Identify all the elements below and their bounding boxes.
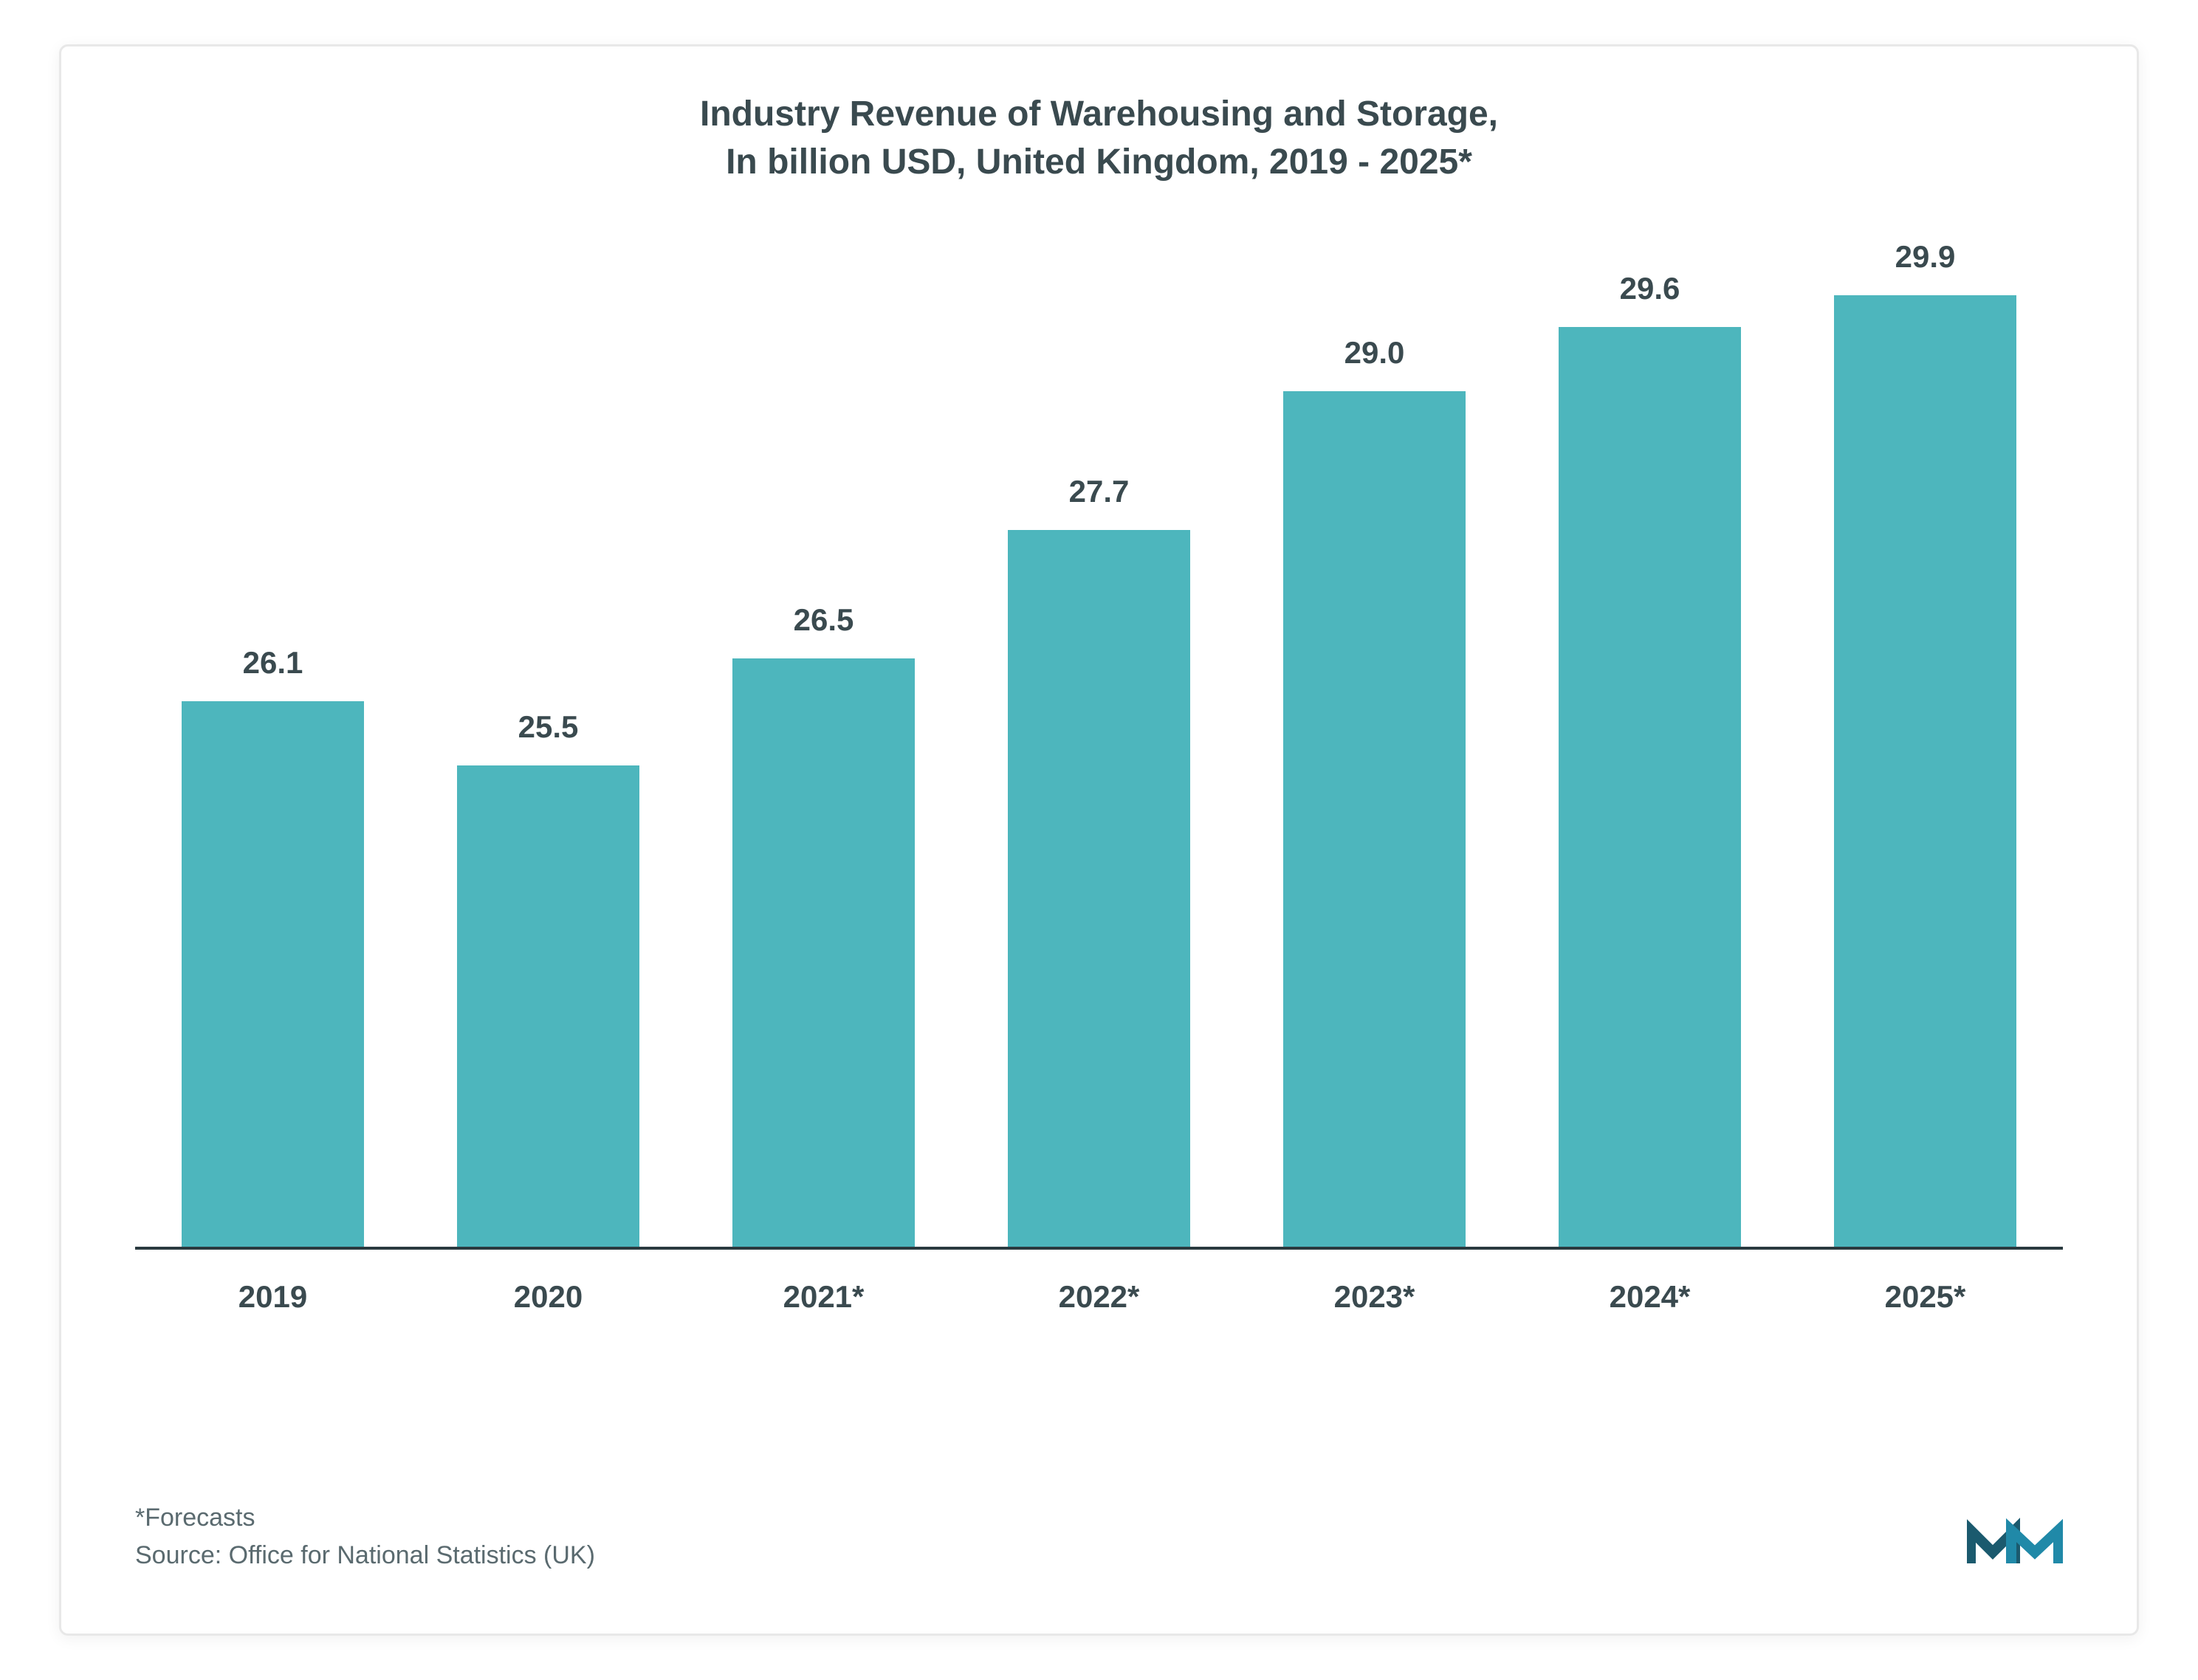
bar-slot-0: 26.1: [135, 231, 411, 1247]
bar-value-label: 26.5: [794, 602, 854, 638]
bar-slot-2: 26.5: [686, 231, 961, 1247]
bar-slot-4: 29.0: [1237, 231, 1512, 1247]
bar-value-label: 25.5: [518, 709, 579, 745]
bar-slot-3: 27.7: [961, 231, 1237, 1247]
bar-value-label: 26.1: [243, 645, 303, 681]
forecasts-note: *Forecasts: [135, 1499, 2063, 1537]
bar-6: [1834, 295, 2016, 1247]
bar-1: [457, 765, 639, 1247]
bars-row: 26.1 25.5 26.5 27.7 29.0 29.6: [135, 231, 2063, 1247]
source-text: Source: Office for National Statistics (…: [135, 1537, 2063, 1574]
bar-slot-6: 29.9: [1787, 231, 2063, 1247]
bar-0: [182, 701, 363, 1247]
bar-value-label: 29.6: [1620, 271, 1680, 306]
x-label-1: 2020: [411, 1279, 686, 1315]
title-line-1: Industry Revenue of Warehousing and Stor…: [135, 91, 2063, 139]
plot-area: 26.1 25.5 26.5 27.7 29.0 29.6: [135, 231, 2063, 1250]
x-label-2: 2021*: [686, 1279, 961, 1315]
bar-3: [1008, 530, 1189, 1246]
bar-4: [1283, 391, 1465, 1247]
chart-title: Industry Revenue of Warehousing and Stor…: [135, 91, 2063, 187]
bar-value-label: 29.9: [1895, 239, 1956, 275]
chart-footer: *Forecasts Source: Office for National S…: [135, 1499, 2063, 1574]
x-label-4: 2023*: [1237, 1279, 1512, 1315]
bar-5: [1559, 327, 1740, 1247]
bar-2: [732, 658, 914, 1247]
x-axis-labels: 2019 2020 2021* 2022* 2023* 2024* 2025*: [135, 1279, 2063, 1315]
bar-slot-5: 29.6: [1512, 231, 1787, 1247]
bar-value-label: 27.7: [1069, 474, 1130, 509]
bar-slot-1: 25.5: [411, 231, 686, 1247]
x-label-5: 2024*: [1512, 1279, 1787, 1315]
chart-container: Industry Revenue of Warehousing and Stor…: [59, 44, 2139, 1636]
x-label-3: 2022*: [961, 1279, 1237, 1315]
x-label-0: 2019: [135, 1279, 411, 1315]
bar-value-label: 29.0: [1344, 335, 1405, 371]
x-label-6: 2025*: [1787, 1279, 2063, 1315]
title-line-2: In billion USD, United Kingdom, 2019 - 2…: [135, 139, 2063, 187]
mordor-logo-icon: [1967, 1512, 2063, 1574]
